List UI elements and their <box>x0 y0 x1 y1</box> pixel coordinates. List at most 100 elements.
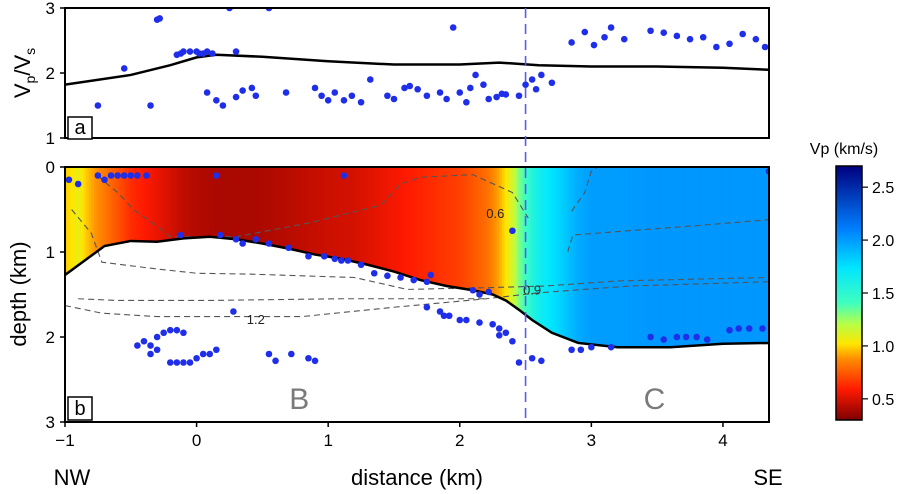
event-point <box>647 333 654 341</box>
event-point <box>568 346 575 354</box>
heat-column <box>615 167 619 422</box>
event-point <box>509 337 516 345</box>
event-point <box>693 333 700 341</box>
vpvs-point <box>581 28 589 36</box>
heat-column <box>562 167 566 422</box>
heat-column <box>638 167 643 422</box>
panel-a-label: a <box>74 117 86 139</box>
heat-column <box>549 167 553 422</box>
heat-column <box>591 167 595 422</box>
heat-column <box>667 167 672 422</box>
heat-column <box>751 167 756 422</box>
event-point <box>288 350 295 358</box>
event-point <box>607 343 615 351</box>
region-label: C <box>644 383 666 416</box>
event-point <box>216 231 224 239</box>
event-point <box>397 274 404 281</box>
event-point <box>485 288 493 296</box>
vpvs-point <box>331 89 339 96</box>
vpvs-point <box>219 102 227 109</box>
event-point <box>193 354 200 362</box>
heat-column <box>538 167 543 422</box>
heat-column <box>672 167 677 422</box>
vpvs-point <box>357 98 365 106</box>
heat-column <box>596 167 601 422</box>
vpvs-point <box>590 41 598 49</box>
event-point <box>456 316 464 324</box>
panel-b-tag <box>67 396 93 421</box>
panel-b-ylabel: depth (km) <box>6 241 31 346</box>
heat-column <box>720 167 724 422</box>
x-axis-label: distance (km) <box>351 465 483 490</box>
heat-column <box>670 167 674 422</box>
vpvs-point <box>456 89 464 96</box>
event-point <box>311 357 319 365</box>
vpvs-point <box>318 92 325 100</box>
heat-column <box>725 167 730 422</box>
heat-column <box>515 167 519 422</box>
heat-column <box>699 167 703 422</box>
vpvs-point <box>436 89 444 96</box>
event-point <box>166 359 174 366</box>
vpvs-point <box>463 98 470 106</box>
heat-column <box>728 167 732 422</box>
event-point <box>509 227 516 235</box>
vpvs-point <box>752 35 760 43</box>
heat-column <box>746 167 751 422</box>
vpvs-point <box>340 97 348 104</box>
heat-column <box>543 167 548 422</box>
heat-column <box>604 167 608 422</box>
vpvs-point <box>686 35 694 43</box>
event-point <box>682 333 690 341</box>
heat-column <box>646 167 651 422</box>
event-point <box>495 325 503 332</box>
heat-column <box>709 167 714 422</box>
vpvs-point <box>515 92 523 100</box>
heat-column <box>686 167 690 422</box>
heat-column <box>654 167 658 422</box>
vpvs-point <box>699 33 707 41</box>
vpvs-point <box>366 76 374 83</box>
heat-column <box>501 167 506 422</box>
heat-column <box>520 167 524 422</box>
heat-column <box>504 167 508 422</box>
contour-line <box>97 174 529 238</box>
event-point <box>94 172 102 179</box>
event-point <box>410 276 418 284</box>
heat-column <box>743 167 748 422</box>
vpvs-point <box>739 30 746 38</box>
basement-line <box>65 235 769 349</box>
heat-column <box>607 167 611 422</box>
event-point <box>538 357 545 365</box>
heat-column <box>583 167 587 422</box>
vpvs-point <box>443 95 450 103</box>
panel-b-ytick-label: 2 <box>46 328 55 347</box>
heat-column <box>657 167 661 422</box>
heat-column <box>567 167 572 422</box>
panel-b-frame <box>64 166 770 423</box>
heat-column <box>641 167 645 422</box>
event-point <box>147 350 154 358</box>
vpvs-point <box>348 92 356 100</box>
colorbar: Vp (km/s) 0.5 1.0 1.5 2.0 2.5 <box>810 141 894 421</box>
event-point <box>305 252 312 260</box>
heat-column <box>570 167 574 422</box>
heat-column <box>554 167 558 422</box>
vpvs-point <box>213 97 220 104</box>
event-point <box>370 269 378 277</box>
panel-b-xtick-label: 0 <box>192 431 201 450</box>
heat-column <box>588 167 593 422</box>
event-point <box>230 308 237 315</box>
panel-b-xtick-label: 4 <box>718 431 727 450</box>
event-point <box>134 172 141 179</box>
heat-column <box>565 167 569 422</box>
vpvs-point <box>449 24 457 31</box>
heat-column <box>683 167 687 422</box>
heat-column <box>536 167 540 422</box>
heat-column <box>593 167 598 422</box>
heat-column <box>575 167 579 422</box>
x-end-left: NW <box>54 465 91 490</box>
heat-column <box>622 167 627 422</box>
event-point <box>180 359 187 366</box>
vpvs-point <box>607 24 615 31</box>
